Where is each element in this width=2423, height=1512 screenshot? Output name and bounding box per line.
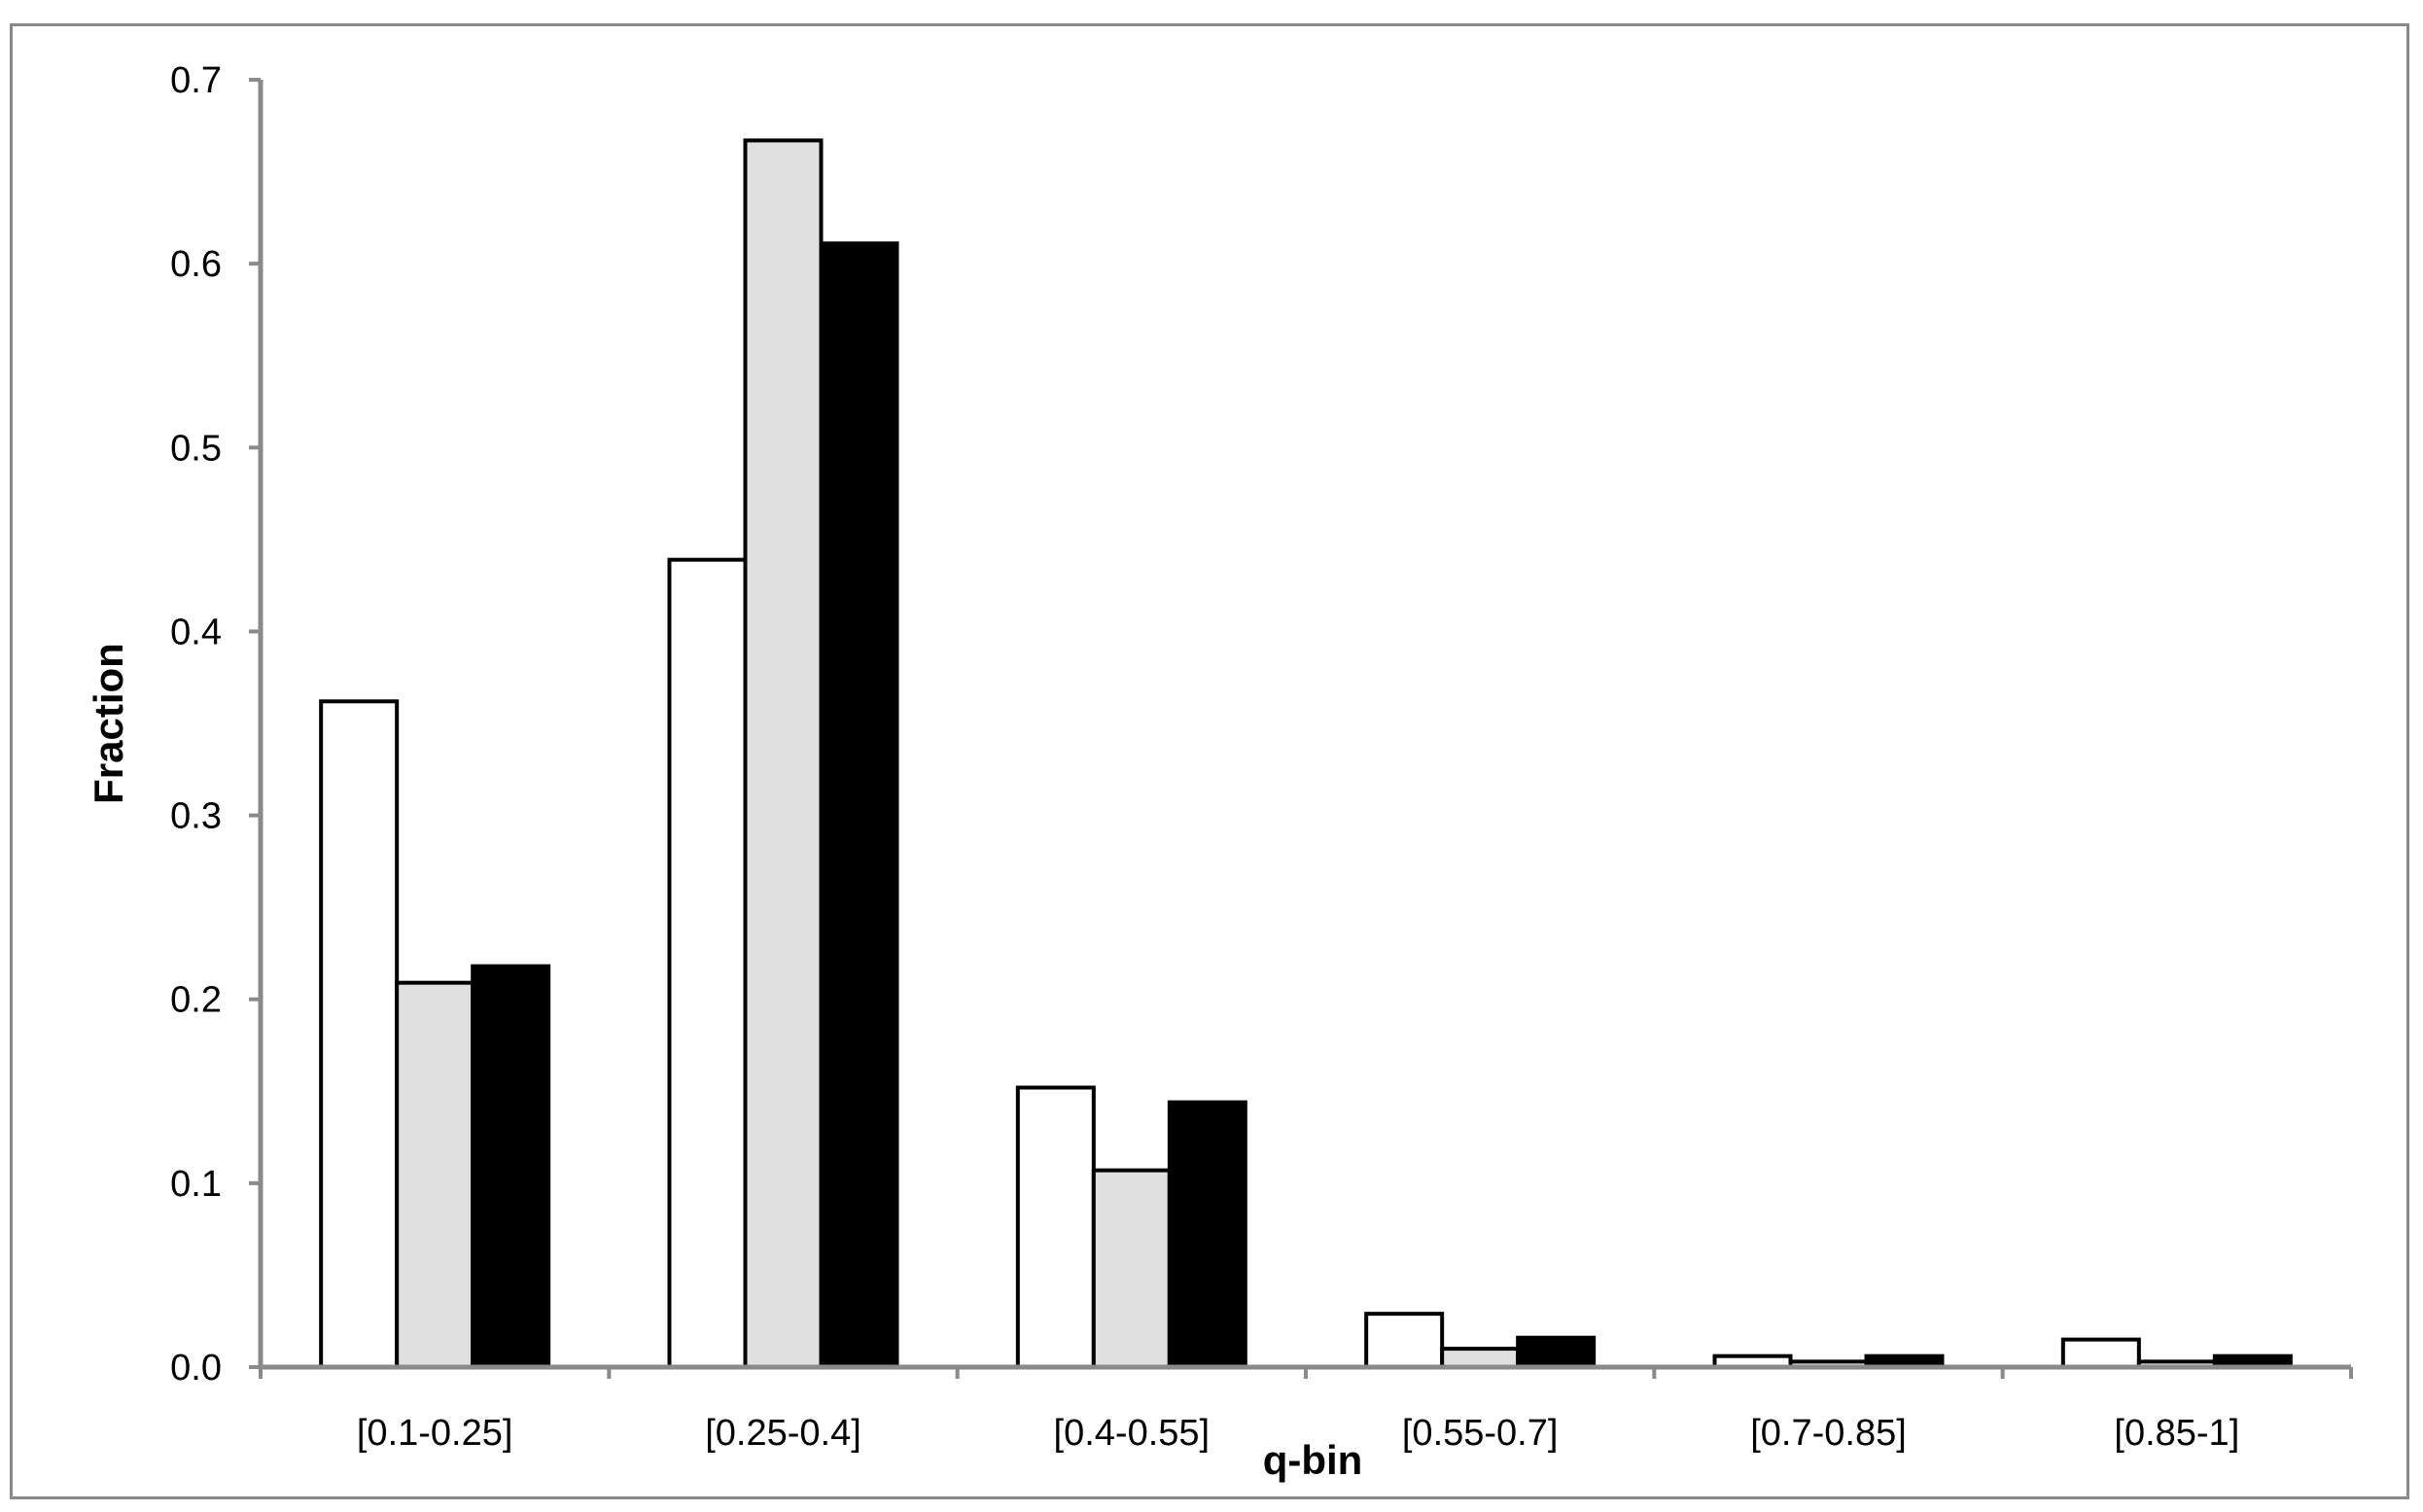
x-tick-label: [0.4-0.55] (1054, 1413, 1211, 1454)
y-tick-label: 0.1 (170, 1164, 222, 1205)
bar-series-2-cat-1 (395, 980, 475, 1369)
y-axis-title: Fraction (86, 643, 131, 804)
y-tick-label: 0.4 (170, 612, 222, 652)
bar-series-3-cat-1 (471, 964, 551, 1369)
y-tick-label: 0.0 (170, 1348, 222, 1389)
y-tick-label: 0.6 (170, 244, 222, 285)
x-axis-title: q-bin (1263, 1437, 1363, 1483)
x-tick-label: [0.7-0.85] (1750, 1413, 1907, 1454)
bar-series-3-cat-3 (1167, 1100, 1247, 1369)
bar-series-1-cat-2 (667, 557, 748, 1369)
y-tick-label: 0.2 (170, 980, 222, 1021)
axes-group (258, 80, 2351, 1370)
bar-series-2-cat-4 (1440, 1347, 1521, 1369)
y-ticks-group: 0.0 0.1 0.2 0.3 0.4 0.5 0.6 0.7 (170, 60, 261, 1389)
x-tick-label: [0.85-1] (2114, 1413, 2239, 1454)
bar-series-1-cat-3 (1015, 1085, 1096, 1369)
x-tick-label: [0.1-0.25] (357, 1413, 513, 1454)
bar-series-2-cat-2 (743, 138, 824, 1370)
y-tick-label: 0.5 (170, 428, 222, 469)
bar-series-1-cat-4 (1364, 1312, 1445, 1369)
bar-series-3-cat-2 (819, 241, 899, 1369)
bars-group (319, 138, 2293, 1370)
y-tick-label: 0.3 (170, 796, 222, 837)
bar-series-1-cat-1 (319, 699, 400, 1369)
y-tick-label: 0.7 (170, 60, 222, 101)
x-tick-label: [0.55-0.7] (1402, 1413, 1559, 1454)
x-tick-label: [0.25-0.4] (705, 1413, 861, 1454)
x-ticks-group: [0.1-0.25] [0.25-0.4] [0.4-0.55] [0.55-0.7]… (259, 1367, 2353, 1454)
bar-series-2-cat-3 (1091, 1168, 1172, 1370)
bar-series-1-cat-6 (2060, 1337, 2141, 1369)
bar-series-3-cat-4 (1516, 1335, 1597, 1370)
